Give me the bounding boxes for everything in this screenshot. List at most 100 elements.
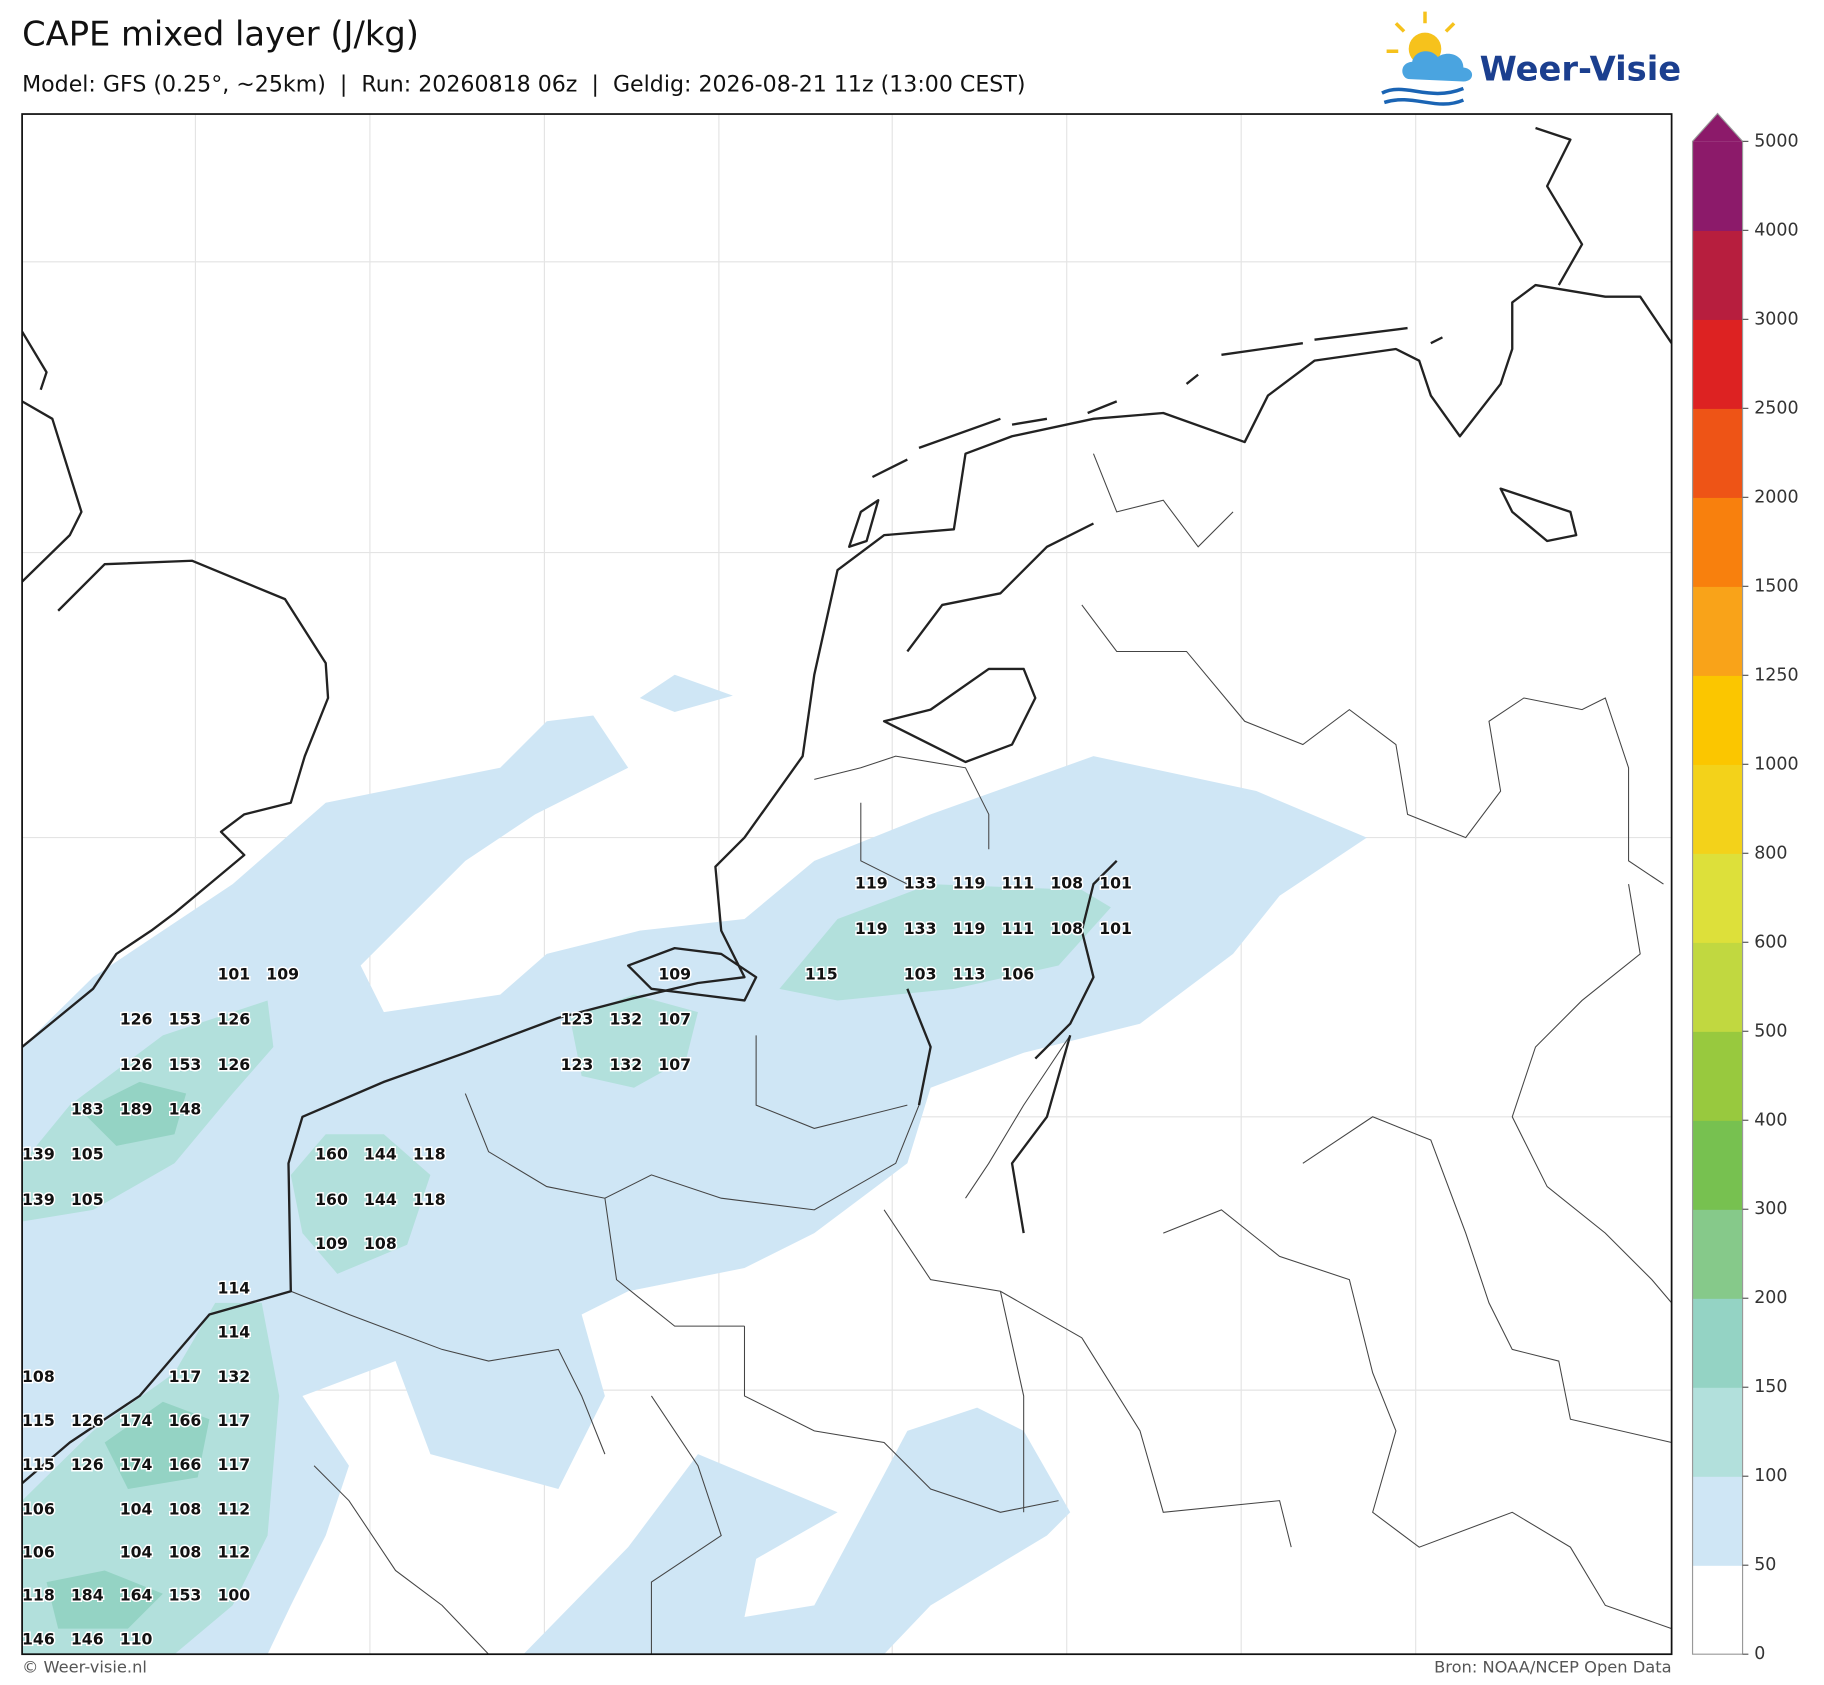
cape-label: 118 (413, 1145, 446, 1164)
colorbar-tick-label: 100 (1754, 1466, 1787, 1486)
cape-label: 174 (120, 1455, 153, 1474)
cape-label: 126 (71, 1455, 104, 1474)
colorbar-segment (1692, 497, 1743, 587)
cape-label: 174 (120, 1411, 153, 1430)
cape-label: 189 (120, 1099, 153, 1118)
cape-label: 107 (658, 1010, 691, 1029)
cape-label: 107 (658, 1055, 691, 1074)
cape-label: 109 (266, 964, 299, 983)
cape-label: 108 (364, 1234, 397, 1253)
cape-label: 117 (169, 1367, 202, 1386)
colorbar-tick-label: 300 (1754, 1199, 1787, 1219)
cape-label: 105 (71, 1145, 104, 1164)
logo-waves (1381, 86, 1465, 106)
logo: Weer-Visie (1381, 11, 1681, 106)
cape-label: 123 (561, 1010, 594, 1029)
cape-label: 118 (22, 1586, 55, 1605)
cape-label: 153 (169, 1055, 202, 1074)
colorbar-segment (1692, 1476, 1743, 1566)
cape-label: 126 (120, 1010, 153, 1029)
colorbar-segment (1692, 1120, 1743, 1210)
colorbar-segment (1692, 319, 1743, 409)
cape-label: 108 (169, 1543, 202, 1562)
colorbar-tick-label: 1500 (1754, 576, 1798, 596)
cape-150-area (46, 1570, 163, 1629)
cape-label: 153 (169, 1586, 202, 1605)
colorbar-segment (1692, 230, 1743, 320)
cape-label: 132 (609, 1055, 642, 1074)
colorbar-tick-label: 200 (1754, 1288, 1787, 1308)
cape-label: 104 (120, 1543, 153, 1562)
colorbar-segment (1692, 764, 1743, 854)
cape-150-area (104, 1401, 210, 1490)
cape-label: 160 (315, 1190, 348, 1209)
cape-label: 146 (71, 1630, 104, 1649)
colorbar-tick-label: 2000 (1754, 487, 1798, 507)
footer-right: Bron: NOAA/NCEP Open Data (1434, 1658, 1672, 1677)
cape-label: 164 (120, 1586, 153, 1605)
cape-label: 106 (22, 1543, 55, 1562)
cape-label: 153 (169, 1010, 202, 1029)
colorbar-tick-label: 600 (1754, 932, 1787, 952)
cape-label: 126 (217, 1055, 250, 1074)
cape-label: 126 (71, 1411, 104, 1430)
cape-label: 123 (561, 1055, 594, 1074)
cape-label: 115 (22, 1455, 55, 1474)
cape-label: 110 (120, 1630, 153, 1649)
cape-label: 166 (169, 1411, 202, 1430)
colorbar-tick-label: 400 (1754, 1110, 1787, 1130)
colorbar-tick-label: 4000 (1754, 220, 1798, 240)
colorbar-segment (1692, 586, 1743, 676)
cape-label: 108 (169, 1499, 202, 1518)
cape-label: 108 (1050, 919, 1083, 938)
colorbar-segment (1692, 1387, 1743, 1477)
colorbar-segment (1692, 1031, 1743, 1121)
cape-label: 108 (22, 1367, 55, 1386)
cape-label: 109 (315, 1234, 348, 1253)
colorbar-segment (1692, 853, 1743, 943)
colorbar-segment (1692, 1298, 1743, 1388)
colorbar-segment (1692, 1565, 1743, 1655)
cape-label: 119 (953, 919, 986, 938)
colorbar-tick-label: 5000 (1754, 131, 1798, 151)
cape-label: 117 (217, 1455, 250, 1474)
cape-50-area (523, 1407, 1071, 1655)
cape-label: 119 (855, 874, 888, 893)
cape-label: 139 (22, 1145, 55, 1164)
cape-100-area (570, 994, 698, 1088)
coastlines (22, 126, 1672, 1485)
cape-label: 119 (953, 874, 986, 893)
cape-label: 115 (805, 964, 838, 983)
colorbar-extension (1692, 113, 1743, 142)
cape-150-area (81, 1081, 187, 1146)
logo-cloud (1402, 51, 1473, 82)
colorbar-segment (1692, 942, 1743, 1032)
cape-label: 117 (217, 1411, 250, 1430)
cape-label: 114 (217, 1323, 250, 1342)
cape-label: 119 (855, 919, 888, 938)
cape-label: 105 (71, 1190, 104, 1209)
cape-100-area (779, 884, 1111, 1001)
cape-label: 146 (22, 1630, 55, 1649)
cape-label: 118 (413, 1190, 446, 1209)
cape-label: 144 (364, 1190, 397, 1209)
cape-label: 115 (22, 1411, 55, 1430)
cape-shading (22, 674, 1367, 1655)
footer-left: © Weer-visie.nl (22, 1658, 147, 1677)
colorbar-tick-label: 800 (1754, 843, 1787, 863)
cape-label: 132 (609, 1010, 642, 1029)
colorbar-tick-label: 150 (1754, 1377, 1787, 1397)
colorbar-tick-label: 0 (1754, 1644, 1765, 1664)
cape-label: 109 (658, 964, 691, 983)
cape-label: 184 (71, 1586, 104, 1605)
cape-label: 100 (217, 1586, 250, 1605)
colorbar-segment (1692, 675, 1743, 765)
cape-label: 144 (364, 1145, 397, 1164)
colorbar: 0 50 100 150 200 300 400 500 600 800 1000 1250 1500 2… (1691, 112, 1799, 1664)
map: 119 133 119 111 108 101 119 133 119 111 108 101 101 1… (22, 114, 1672, 1655)
cape-label: 133 (904, 919, 937, 938)
colorbar-tick-label: 2500 (1754, 398, 1798, 418)
